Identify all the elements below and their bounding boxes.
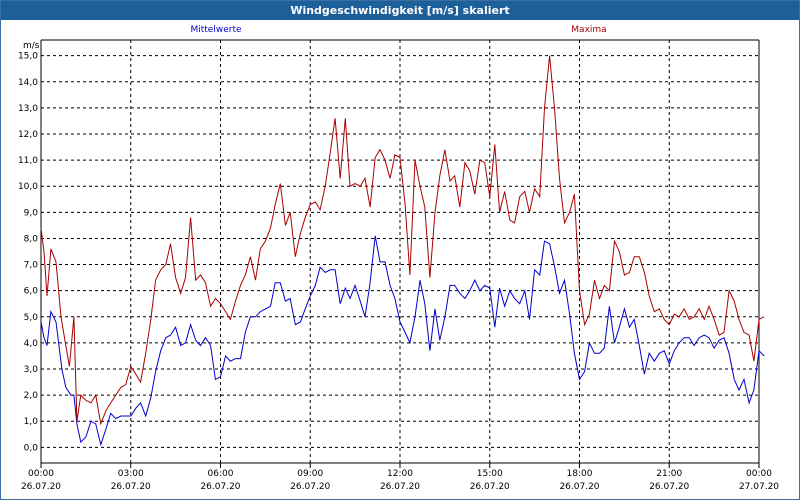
y-tick-label: 2,0	[24, 391, 39, 401]
x-tick-time-label: 18:00	[567, 469, 593, 479]
series-line-mittelwerte	[40, 235, 765, 447]
x-tick-time-label: 15:00	[477, 469, 503, 479]
x-tick-date-label: 26.07.20	[559, 482, 599, 492]
y-axis-unit-label: m/s	[23, 41, 40, 51]
x-tick-date-label: 26.07.20	[470, 482, 510, 492]
y-tick-label: 15,0	[18, 52, 38, 62]
x-tick-time-label: 00:00	[28, 469, 54, 479]
y-tick-label: 5,0	[24, 313, 39, 323]
data-series: Mittelwerte Maxima	[40, 25, 765, 447]
x-tick-time-label: 21:00	[656, 469, 682, 479]
x-tick-date-label: 26.07.20	[649, 482, 689, 492]
y-tick-label: 7,0	[24, 261, 39, 271]
y-tick-label: 9,0	[24, 208, 39, 218]
x-tick-date-label: 27.07.20	[739, 482, 779, 492]
x-tick-time-label: 00:00	[746, 469, 772, 479]
y-tick-label: 11,0	[18, 156, 38, 166]
chart-title: Windgeschwindigkeit [m/s] skaliert	[1, 1, 799, 20]
x-tick-time-label: 06:00	[208, 469, 234, 479]
series-line-maxima	[40, 55, 765, 426]
wind-speed-chart: 0,0 1,0 2,0 3,0 4,0 5,0 6,0 7,0 8,0 9,0 10,0 11,0 12…	[18, 25, 779, 492]
axes	[40, 39, 760, 468]
y-tick-labels: 0,0 1,0 2,0 3,0 4,0 5,0 6,0 7,0 8,0 9,0 10,0 11,0 12…	[18, 52, 38, 454]
x-tick-labels: 00:00 26.07.20 03:00 26.07.20 06:00 26.07.20 0…	[21, 469, 779, 492]
x-tick-date-label: 26.07.20	[111, 482, 151, 492]
y-tick-label: 1,0	[24, 417, 39, 427]
y-tick-label: 14,0	[18, 78, 38, 88]
y-tick-label: 6,0	[24, 287, 39, 297]
y-tick-label: 0,0	[24, 443, 39, 453]
x-tick-time-label: 12:00	[387, 469, 413, 479]
x-tick-date-label: 26.07.20	[380, 482, 420, 492]
y-tick-label: 4,0	[24, 339, 39, 349]
y-tick-label: 13,0	[18, 104, 38, 114]
x-tick-date-label: 26.07.20	[21, 482, 61, 492]
y-tick-label: 8,0	[24, 234, 39, 244]
x-tick-date-label: 26.07.20	[290, 482, 330, 492]
x-tick-time-label: 09:00	[297, 469, 323, 479]
x-tick-time-label: 03:00	[118, 469, 144, 479]
x-tick-date-label: 26.07.20	[200, 482, 240, 492]
series-label-maxima: Maxima	[571, 25, 606, 35]
y-tick-label: 3,0	[24, 365, 39, 375]
series-label-mittelwerte: Mittelwerte	[190, 25, 241, 35]
y-tick-label: 12,0	[18, 130, 38, 140]
y-tick-label: 10,0	[18, 182, 38, 192]
